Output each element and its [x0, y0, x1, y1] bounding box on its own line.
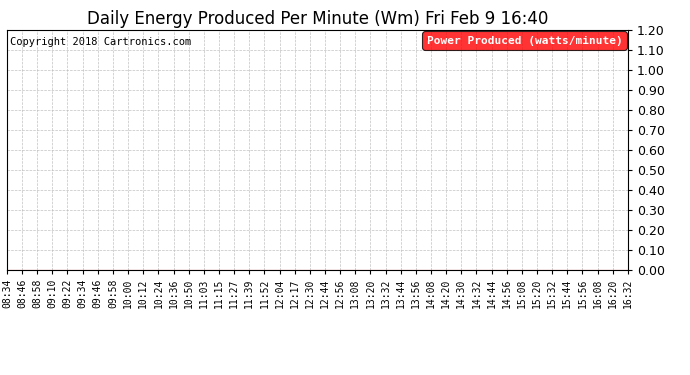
Title: Daily Energy Produced Per Minute (Wm) Fri Feb 9 16:40: Daily Energy Produced Per Minute (Wm) Fr…	[87, 10, 548, 28]
Text: Copyright 2018 Cartronics.com: Copyright 2018 Cartronics.com	[10, 37, 191, 47]
Legend: Power Produced (watts/minute): Power Produced (watts/minute)	[422, 32, 627, 50]
